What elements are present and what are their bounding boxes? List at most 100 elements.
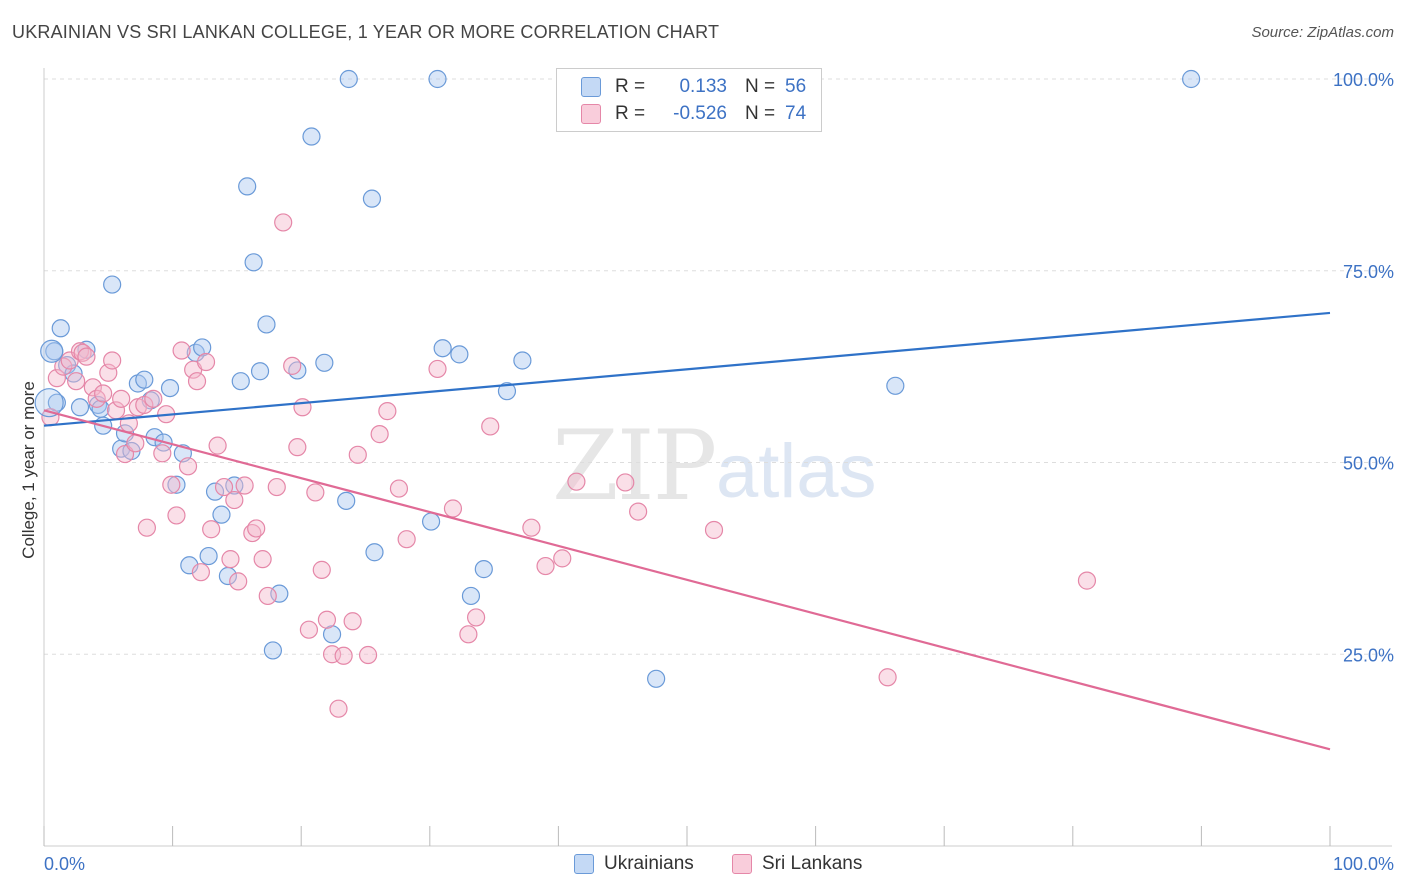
ukrainian-point [433, 339, 452, 358]
bottom-legend-swatch-blue [574, 854, 594, 874]
sri-lankan-point [293, 398, 312, 417]
ukrainian-point [450, 345, 469, 364]
ukrainian-point [51, 319, 70, 338]
legend-n-label: N = [745, 103, 776, 124]
sri-lankan-point [202, 520, 221, 539]
ukrainian-point [135, 370, 154, 389]
bottom-legend-swatch-pink [732, 854, 752, 874]
sri-lankan-point [317, 610, 337, 629]
ukrainian-point [513, 351, 532, 370]
ukrainian-point [365, 543, 384, 562]
sri-lankan-point [358, 645, 378, 665]
ukrainian-point [167, 475, 186, 494]
x-tick-label: 0.0% [44, 854, 85, 874]
sri-lankan-point [299, 620, 319, 639]
source-label: Source: ZipAtlas.com [1251, 24, 1394, 41]
sri-lankan-point [258, 586, 277, 606]
sri-lankan-point [322, 645, 342, 664]
sri-lankan-point [466, 608, 486, 627]
legend-n-value: 74 [785, 103, 807, 124]
ukrainian-point [244, 253, 263, 272]
sri-lankan-point [229, 572, 248, 591]
bottom-legend-label-sri-lankans: Sri Lankans [762, 853, 863, 874]
ukrainian-point [647, 669, 666, 688]
ukrainian-point [421, 512, 441, 531]
ukrainian-point [337, 491, 356, 510]
ukrainian-point [193, 338, 212, 357]
sri-lankan-point [221, 550, 240, 569]
sri-lankan-point [428, 359, 447, 379]
sri-lankan-point [283, 356, 302, 375]
ukrainian-point [103, 275, 122, 294]
bottom-legend-sri-lankans: Sri Lankans [732, 851, 862, 877]
ukrainian-point [270, 584, 289, 603]
ukrainian-point [34, 388, 64, 418]
correlation-legend: R = 0.133 N = 56 R = -0.526 N = 74 [556, 68, 822, 132]
sri-lankan-point [704, 520, 724, 540]
ukrainian-point [70, 398, 90, 417]
sri-lankan-point [253, 550, 272, 569]
watermark-atlas: atlas [716, 429, 877, 514]
ukrainian-point [315, 353, 334, 372]
sri-lankan-point [536, 556, 555, 576]
sri-lankan-point [214, 477, 234, 497]
sri-lankan-point [103, 351, 122, 370]
ukrainian-point [461, 586, 481, 606]
sri-lankan-point [208, 436, 227, 455]
ukrainian-point [257, 315, 276, 334]
sri-lankan-point [616, 473, 635, 492]
ukrainian-point [231, 372, 250, 391]
sri-lankan-point [553, 549, 572, 568]
sri-lankan-point [135, 395, 154, 415]
sri-lankan-point [459, 625, 478, 644]
y-tick-label: 75.0% [1343, 262, 1394, 282]
ukrainian-point [212, 505, 231, 524]
ukrainian-point [474, 560, 493, 579]
y-tick-label: 50.0% [1343, 454, 1394, 474]
ukrainian-point [180, 556, 199, 575]
ukrainian-point [238, 177, 257, 196]
sri-lankan-point [178, 457, 198, 476]
legend-r-value: 0.133 [679, 76, 727, 97]
sri-lankan-point [348, 445, 367, 464]
sri-lankan-point [481, 417, 500, 436]
y-tick-label: 100.0% [1333, 70, 1394, 90]
sri-lankan-point [397, 530, 416, 549]
sri-lankan-point [187, 372, 207, 391]
legend-n-value: 56 [785, 76, 807, 97]
ukrainian-point [160, 379, 180, 398]
sri-lankan-point [329, 699, 348, 718]
sri-lankan-point [112, 389, 131, 408]
legend-swatch-blue [581, 77, 601, 97]
bottom-legend-label-ukrainians: Ukrainians [604, 853, 694, 874]
ukrainian-point [250, 362, 270, 381]
ukrainian-point [263, 641, 283, 660]
sri-lankan-point [137, 518, 156, 537]
chart-title: UKRAINIAN VS SRI LANKAN COLLEGE, 1 YEAR … [12, 22, 720, 42]
legend-r-label: R = [615, 76, 646, 97]
sri-lankan-point [77, 347, 96, 366]
sri-lankan-point [878, 668, 897, 687]
sri-lankan-point [126, 434, 145, 453]
sri-lankan-point [153, 444, 172, 463]
sri-lankan-point [67, 372, 86, 391]
sri-lankan-point [247, 519, 266, 538]
sri-lankan-point [389, 479, 409, 498]
y-axis-label: College, 1 year or more [19, 381, 38, 559]
sri-lankan-point [288, 438, 307, 457]
ukrainian-point [362, 189, 382, 208]
sri-lankan-point [1077, 571, 1097, 590]
sri-lankan-point [144, 389, 163, 408]
sri-lankan-point [443, 499, 463, 518]
legend-r-value: -0.526 [673, 103, 727, 124]
sri-lankan-point [267, 477, 286, 497]
ukrainian-point [199, 546, 218, 566]
sri-lankan-point [167, 506, 186, 525]
ukrainian-point [205, 482, 225, 501]
ukrainian-point [339, 69, 358, 89]
sri-lankan-point [334, 646, 353, 665]
sri-lankan-point [312, 560, 331, 579]
legend-n-label: N = [745, 76, 776, 97]
ukrainian-point [302, 127, 321, 146]
